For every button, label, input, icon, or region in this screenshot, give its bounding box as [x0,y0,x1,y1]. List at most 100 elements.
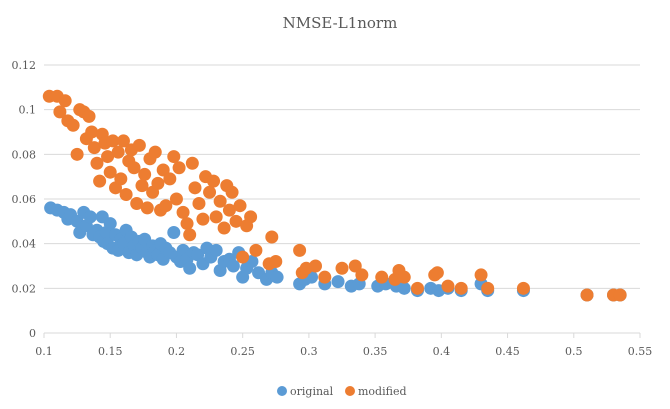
x-tick-label: 0.15 [98,345,123,358]
point-modified [222,203,236,217]
point-modified [207,174,221,188]
series-modified [42,89,627,302]
y-tick-label: 0 [29,327,36,340]
point-modified [441,279,455,293]
series-original [44,201,627,302]
point-modified [225,185,239,199]
x-tick-label: 0.5 [565,345,583,358]
x-tick-label: 0.3 [300,345,318,358]
point-modified [130,196,144,210]
x-tick-label: 0.45 [495,345,520,358]
point-modified [481,281,495,295]
chart-title: NMSE-L1norm [283,14,398,32]
point-modified [265,230,279,244]
point-modified [410,281,424,295]
point-modified [156,163,170,177]
point-modified [93,174,107,188]
x-tick-label: 0.1 [35,345,53,358]
x-tick-label: 0.4 [433,345,451,358]
point-original [397,281,411,295]
point-modified [180,217,194,231]
point-modified [66,118,80,132]
point-modified [87,141,101,155]
point-modified [119,188,133,202]
point-modified [229,214,243,228]
point-modified [183,228,197,242]
point-original [209,243,223,257]
point-modified [196,212,210,226]
point-modified [148,145,162,159]
legend-swatch-modified [345,386,355,396]
point-modified [103,165,117,179]
x-axis-ticks: 0.1 0.15 0.2 0.25 0.3 0.35 0.4 0.45 0.5 0.55 [35,333,652,358]
point-modified [111,145,125,159]
point-modified [249,243,263,257]
point-modified [132,138,146,152]
point-modified [375,270,389,284]
point-modified [474,268,488,282]
point-modified [613,288,627,302]
point-modified [176,205,190,219]
point-modified [140,201,154,215]
point-modified [217,221,231,235]
point-modified [454,281,468,295]
point-modified [397,270,411,284]
point-original [167,226,181,239]
point-modified [293,243,307,257]
point-original [83,210,97,224]
point-modified [203,185,217,199]
x-tick-label: 0.35 [363,345,388,358]
point-modified [127,161,141,175]
y-tick-label: 0.02 [12,282,37,295]
point-modified [163,172,177,186]
point-modified [106,134,120,148]
point-modified [335,261,349,275]
point-modified [213,194,227,208]
point-modified [90,156,104,170]
legend-item-original: original [277,385,334,398]
x-tick-label: 0.55 [628,345,653,358]
point-modified [355,268,369,282]
point-modified [138,167,152,181]
point-modified [167,150,181,164]
point-original [103,217,117,231]
y-axis-ticks: 0 0.02 0.04 0.06 0.08 0.1 0.12 [12,59,37,340]
legend-swatch-original [277,386,287,396]
x-tick-label: 0.25 [230,345,255,358]
point-modified [516,281,530,295]
legend-label-modified: modified [358,385,407,398]
point-modified [309,259,323,273]
point-modified [101,150,115,164]
y-tick-label: 0.08 [12,148,37,161]
point-modified [151,176,165,190]
point-modified [135,179,149,193]
point-modified [172,161,186,175]
y-tick-label: 0.12 [12,59,37,72]
point-modified [233,199,247,213]
x-tick-label: 0.2 [168,345,186,358]
point-modified [82,109,96,123]
point-modified [114,172,128,186]
point-original [226,259,240,273]
point-modified [185,156,199,170]
point-modified [116,134,130,148]
point-modified [236,250,250,264]
point-modified [169,192,183,206]
legend-label-original: original [290,385,334,398]
point-modified [318,270,332,284]
point-modified [209,210,223,224]
point-modified [580,288,594,302]
point-modified [85,125,99,139]
y-tick-label: 0.1 [19,104,37,117]
legend-item-modified: modified [345,385,407,398]
point-original [183,261,197,275]
point-modified [269,255,283,269]
point-modified [53,105,67,119]
point-modified [58,94,72,108]
point-modified [244,210,258,224]
point-modified [192,196,206,210]
legend: original modified [277,385,407,398]
y-tick-label: 0.04 [12,238,37,251]
point-modified [188,181,202,195]
